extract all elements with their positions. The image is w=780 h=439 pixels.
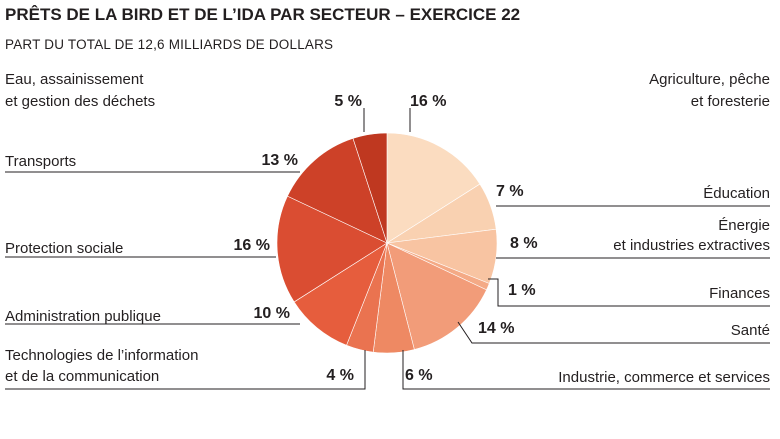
slice-value-label: 4 % [326,367,354,384]
slice-category-label: et gestion des déchets [5,93,155,110]
slice-value-label: 1 % [508,282,536,299]
slice-value-label: 6 % [405,367,433,384]
slice-value-label: 7 % [496,183,524,200]
slice-value-label: 5 % [334,93,362,110]
leader-line-4 [457,321,770,344]
slice-category-label: Éducation [703,185,770,202]
slice-category-label: Finances [709,285,770,302]
slice-category-label: Agriculture, pêche [649,71,770,88]
slice-category-label: Administration publique [5,308,161,325]
pie-slice-10 [352,132,388,244]
slice-category-label: Technologies de l’information [5,347,198,364]
slice-category-label: et de la communication [5,368,159,385]
slice-value-label: 16 % [234,237,270,254]
pie-slice-9 [287,138,388,244]
slice-category-label: Industrie, commerce et services [558,369,770,386]
slice-category-label: Santé [731,322,770,339]
slice-value-label: 8 % [510,235,538,252]
slice-category-label: Eau, assainissement [5,71,144,88]
slice-category-label: et foresterie [691,93,770,110]
slice-category-label: Transports [5,153,76,170]
leader-line-3 [488,278,770,307]
slice-value-label: 13 % [262,152,298,169]
pie-slice-4 [386,242,487,350]
slice-value-label: 16 % [410,93,446,110]
chart-title: PRÊTS DE LA BIRD ET DE L’IDA PAR SECTEUR… [5,5,520,24]
pie-slice-0 [386,132,481,244]
leader-line-6 [5,350,366,390]
slice-category-label: Énergie [718,217,770,234]
slice-category-label: Protection sociale [5,240,123,257]
slice-category-label: et industries extractives [613,237,770,254]
slice-value-label: 14 % [478,320,514,337]
pie-slice-8 [276,195,388,303]
leader-line-5 [402,350,770,390]
chart-subtitle: PART DU TOTAL DE 12,6 MILLIARDS DE DOLLA… [5,37,333,52]
slice-value-label: 10 % [254,305,290,322]
